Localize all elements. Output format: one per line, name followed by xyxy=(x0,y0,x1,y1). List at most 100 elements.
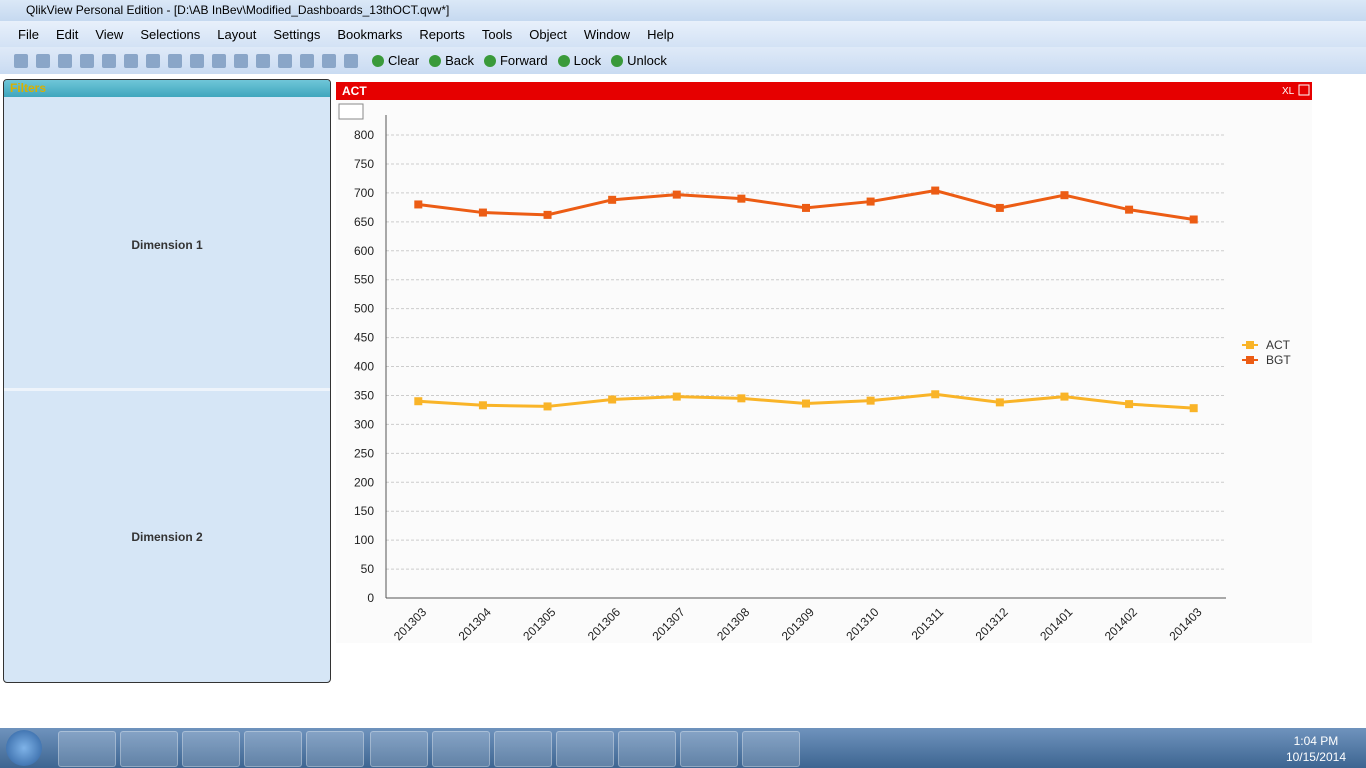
menu-bar: File Edit View Selections Layout Settings Book… xyxy=(0,21,1366,47)
window-title: QlikView Personal Edition - [D:\AB InBev… xyxy=(26,3,450,17)
y-tick-label: 50 xyxy=(361,562,375,576)
menu-item[interactable]: Edit xyxy=(55,26,79,42)
toolbar-icon[interactable] xyxy=(256,53,270,68)
toolbar-button[interactable]: Back xyxy=(429,53,474,68)
taskbar-app[interactable] xyxy=(120,731,178,767)
data-point xyxy=(866,396,875,405)
button-icon xyxy=(483,54,496,67)
button-label: Lock xyxy=(573,53,602,68)
filters-panel: Filters Dimension 1 Dimension 2 xyxy=(3,79,331,683)
start-button[interactable] xyxy=(6,730,42,766)
title-bar: QlikView Personal Edition - [D:\AB InBev… xyxy=(0,0,1366,21)
data-point xyxy=(802,203,810,212)
toolbar-icon[interactable] xyxy=(190,53,204,68)
date: 10/15/2014 xyxy=(1285,750,1346,764)
y-tick-label: 800 xyxy=(354,128,374,142)
taskbar-app[interactable] xyxy=(556,731,614,767)
button-icon xyxy=(429,54,442,67)
y-tick-label: 350 xyxy=(354,388,374,402)
y-tick-label: 450 xyxy=(354,331,374,345)
data-point xyxy=(672,392,681,401)
toolbar-icon[interactable] xyxy=(300,53,314,68)
toolbar-button[interactable]: Lock xyxy=(557,53,602,68)
data-point xyxy=(866,197,875,206)
y-tick-label: 300 xyxy=(354,417,374,431)
toolbar-icon[interactable] xyxy=(14,53,28,68)
toolbar-icon[interactable] xyxy=(58,53,72,68)
button-label: Unlock xyxy=(627,53,667,68)
data-point xyxy=(1189,215,1198,224)
taskbar-app[interactable] xyxy=(244,731,302,767)
toolbar-icon[interactable] xyxy=(146,53,160,68)
toolbar-icon[interactable] xyxy=(102,53,116,68)
y-tick-label: 250 xyxy=(354,446,374,460)
toolbar-icon[interactable] xyxy=(344,53,358,68)
taskbar-app[interactable] xyxy=(618,731,676,767)
y-tick-label: 650 xyxy=(354,215,374,229)
toolbar-icon[interactable] xyxy=(234,53,248,68)
toolbar-icon[interactable] xyxy=(212,53,226,68)
list-box[interactable]: Dimension 1 xyxy=(131,238,203,252)
data-point xyxy=(478,208,487,217)
toolbar-icon[interactable] xyxy=(278,53,292,68)
data-point xyxy=(995,203,1004,212)
taskbar-app[interactable] xyxy=(182,731,240,767)
menu-item[interactable]: Object xyxy=(529,26,567,42)
toolbar-icon[interactable] xyxy=(36,53,50,68)
data-point xyxy=(1125,400,1134,409)
menu-item[interactable]: Window xyxy=(583,26,631,42)
data-point xyxy=(543,210,552,219)
toolbar-button[interactable]: Unlock xyxy=(611,53,667,68)
data-point xyxy=(931,390,940,399)
y-tick-label: 400 xyxy=(354,360,374,374)
y-tick-label: 0 xyxy=(367,591,374,605)
chart-caption xyxy=(336,82,1312,100)
data-point xyxy=(672,190,681,199)
taskbar-app[interactable] xyxy=(742,731,800,767)
menu-item[interactable]: Bookmarks xyxy=(337,26,403,42)
toolbar-icon[interactable] xyxy=(168,53,182,68)
chart-menu-button[interactable] xyxy=(338,103,364,120)
menu-item[interactable]: File xyxy=(18,26,39,42)
data-point xyxy=(1060,392,1069,401)
legend-swatch xyxy=(1246,356,1254,364)
taskbar-app[interactable] xyxy=(370,731,428,767)
menu-item[interactable]: Tools xyxy=(481,26,513,42)
toolbar-button[interactable]: Forward xyxy=(483,53,548,68)
taskbar-app[interactable] xyxy=(432,731,490,767)
taskbar-app[interactable] xyxy=(680,731,738,767)
y-tick-label: 750 xyxy=(354,157,374,171)
panel-title: Filters xyxy=(4,80,330,97)
data-point xyxy=(478,401,487,410)
divider xyxy=(4,388,330,391)
taskbar: 1:04 PM 10/15/2014 xyxy=(0,728,1366,768)
list-box[interactable]: Dimension 2 xyxy=(131,530,203,544)
data-point xyxy=(995,398,1004,407)
toolbar-button[interactable]: Clear xyxy=(372,53,419,68)
chart: ACT XL 0 50 100 150 200 250 300 350 400 450 500 550… xyxy=(336,82,1312,643)
export-button[interactable]: XL xyxy=(1282,86,1295,97)
taskbar-app[interactable] xyxy=(306,731,364,767)
data-point xyxy=(543,402,552,411)
menu-item[interactable]: View xyxy=(95,26,124,42)
menu-item[interactable]: Help xyxy=(647,26,674,42)
toolbar: Clear Back Forward Lock Unlock xyxy=(0,47,1366,74)
data-point xyxy=(931,186,940,195)
clock: 1:04 PM 10/15/2014 xyxy=(1286,733,1346,765)
menu-item[interactable]: Selections xyxy=(140,26,201,42)
toolbar-icon[interactable] xyxy=(322,53,336,68)
taskbar-app[interactable] xyxy=(58,731,116,767)
toolbar-icon[interactable] xyxy=(124,53,138,68)
minimize-button[interactable] xyxy=(1298,84,1310,96)
y-tick-label: 100 xyxy=(354,533,374,547)
menu-item[interactable]: Settings xyxy=(273,26,321,42)
menu-item[interactable]: Layout xyxy=(217,26,257,42)
y-tick-label: 200 xyxy=(354,475,374,489)
toolbar-icon[interactable] xyxy=(80,53,94,68)
button-label: Clear xyxy=(388,53,420,68)
taskbar-app[interactable] xyxy=(494,731,552,767)
menu-item[interactable]: Reports xyxy=(419,26,465,42)
data-point xyxy=(414,200,423,209)
data-point xyxy=(1125,205,1134,214)
